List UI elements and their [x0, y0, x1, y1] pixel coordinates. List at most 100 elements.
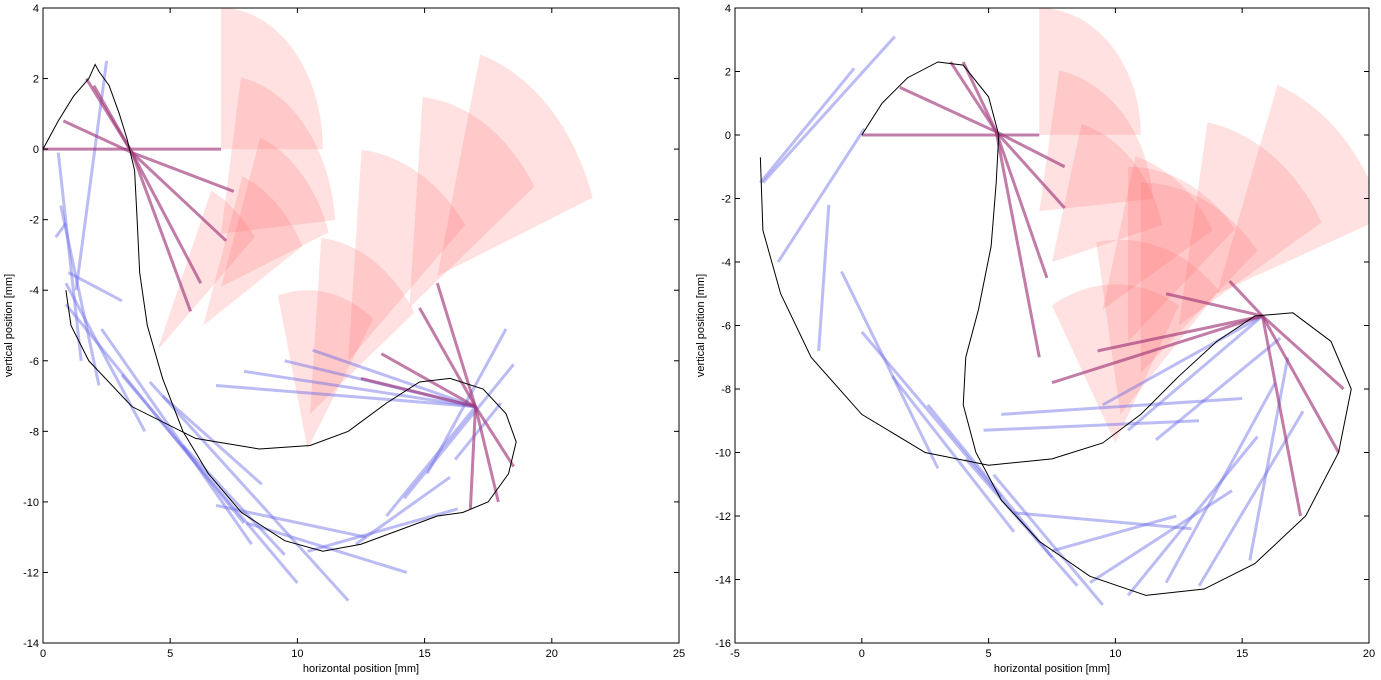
y-tick-label: 2 — [725, 67, 731, 79]
y-tick-label: 4 — [725, 3, 731, 15]
outline-curve — [43, 63, 517, 552]
purple-line — [130, 151, 203, 284]
cone-wedge — [203, 176, 303, 326]
blue-line — [1013, 511, 1192, 531]
purple-line — [435, 282, 477, 408]
chart-left: 0 5 10 15 20 25420-2-4-6-8-10-12-14horizontal… — [3, 3, 685, 675]
plot-area — [43, 8, 593, 602]
blue-line — [148, 380, 350, 602]
cone-wedge — [221, 77, 336, 234]
outline-curve — [759, 61, 1352, 596]
chart-right: -5 0 5 10 15 20420-2-4-6-8-10-12-14-16horizon… — [695, 3, 1375, 675]
cone-wedge — [1178, 122, 1322, 326]
cone-wedge — [348, 149, 466, 361]
blue-line — [67, 271, 123, 303]
x-axis-label: horizontal position [mm] — [994, 663, 1110, 675]
blue-line — [1051, 514, 1177, 553]
x-tick-label: 20 — [546, 648, 558, 660]
y-tick-label: -8 — [721, 384, 731, 396]
cone-wedge — [157, 190, 255, 351]
blue-line — [926, 403, 1054, 559]
cone-wedge — [1052, 123, 1163, 262]
blue-line — [759, 67, 856, 184]
purple-line — [131, 151, 235, 193]
x-axis-label: horizontal position [mm] — [303, 663, 419, 675]
purple-line — [899, 86, 997, 134]
blue-line — [761, 35, 896, 184]
blue-line — [100, 328, 253, 546]
blue-line — [181, 444, 286, 556]
axes-frame — [42, 7, 680, 644]
blue-line — [312, 348, 476, 409]
cone-wedge — [310, 237, 415, 414]
blue-line — [992, 473, 1104, 606]
blue-line — [1248, 356, 1290, 561]
x-tick-label: 25 — [673, 648, 685, 660]
purple-line — [84, 77, 134, 154]
purple-line — [1261, 315, 1340, 454]
blue-line — [64, 282, 147, 433]
blue-line — [59, 205, 101, 386]
blue-line — [1164, 381, 1277, 584]
blue-line — [1101, 314, 1264, 407]
blue-line — [120, 373, 299, 584]
purple-line — [380, 352, 477, 408]
cone-wedge — [1102, 156, 1213, 310]
y-axis-label: vertical position [mm] — [3, 274, 15, 377]
x-tick-label: 15 — [418, 648, 430, 660]
y-tick-label: 0 — [725, 130, 731, 142]
x-tick-label: 20 — [1363, 648, 1375, 660]
blue-line — [1155, 337, 1282, 441]
purple-line — [418, 307, 477, 408]
x-tick-label: 10 — [1109, 648, 1121, 660]
purple-line — [1261, 315, 1303, 517]
cone-wedge — [437, 54, 593, 277]
cone-wedge — [277, 290, 374, 449]
blue-line — [246, 521, 408, 574]
purple-line — [468, 406, 477, 510]
plot-area — [759, 8, 1369, 606]
cone-wedge — [1039, 8, 1141, 135]
cone-wedge — [221, 8, 323, 150]
blue-line — [307, 507, 459, 553]
x-tick-label: 0 — [859, 648, 865, 660]
y-tick-label: 0 — [33, 144, 39, 156]
blue-line — [215, 503, 367, 539]
cone-wedge — [1039, 70, 1154, 212]
y-tick-label: -6 — [721, 321, 731, 333]
x-tick-label: 15 — [1236, 648, 1248, 660]
blue-line — [56, 152, 83, 361]
cone-wedge — [221, 137, 329, 287]
y-tick-label: -4 — [721, 257, 731, 269]
blue-line — [403, 363, 515, 500]
purple-line — [995, 130, 1066, 169]
y-tick-label: -8 — [29, 426, 39, 438]
purple-line — [131, 151, 228, 242]
purple-line — [961, 61, 998, 133]
y-axis-label: vertical position [mm] — [695, 274, 707, 377]
cone-wedge — [409, 96, 535, 308]
purple-line — [1261, 314, 1345, 391]
y-tick-label: -12 — [23, 567, 39, 579]
x-tick-label: 10 — [291, 648, 303, 660]
cone-wedge — [1216, 84, 1369, 294]
purple-line — [1097, 314, 1263, 353]
blue-line — [840, 270, 940, 470]
purple-line — [994, 131, 1041, 358]
purple-line — [1165, 292, 1263, 318]
blue-line — [1126, 435, 1259, 597]
y-tick-label: -2 — [721, 194, 731, 206]
blue-line — [983, 419, 1200, 432]
x-tick-label: 5 — [167, 648, 173, 660]
blue-line — [54, 222, 68, 239]
blue-line — [860, 330, 1003, 498]
blue-line — [243, 369, 476, 409]
purple-line — [1051, 314, 1263, 385]
y-tick-label: -6 — [29, 356, 39, 368]
y-tick-label: -16 — [715, 638, 731, 650]
purple-line — [474, 405, 515, 468]
purple-line — [994, 131, 1049, 279]
y-tick-label: -10 — [715, 448, 731, 460]
cone-wedge — [1140, 182, 1258, 374]
